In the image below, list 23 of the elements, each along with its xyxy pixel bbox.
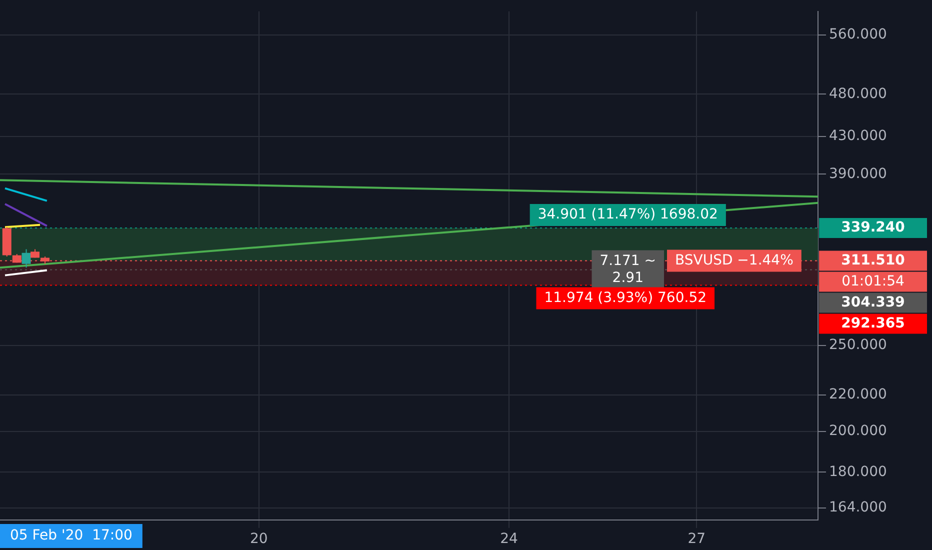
x-tick-label: 27 — [688, 531, 706, 548]
annotation: 11.974 (3.93%) 760.52 — [544, 290, 707, 306]
y-tick-label: 200.000 — [829, 423, 887, 440]
annotation: 34.901 (11.47%) 1698.02 — [538, 206, 718, 223]
annotation: 7.171 ~ 2.91 — [600, 252, 656, 286]
ref-line-label: 339.240 — [841, 220, 906, 236]
y-tick-label: 480.000 — [829, 86, 887, 102]
text: 05 Feb '20 17:00 — [10, 528, 132, 544]
y-tick-label: 390.000 — [829, 166, 887, 182]
y-tick-label: 220.000 — [829, 386, 887, 402]
x-tick-label: 20 — [250, 531, 268, 548]
ref-line-label: 304.339 — [841, 294, 905, 310]
x-tick-label: 24 — [500, 531, 518, 548]
ref-line-label: 311.510 — [841, 252, 906, 268]
ref-line-label: 292.365 — [841, 315, 905, 332]
y-tick-label: 250.000 — [829, 337, 887, 354]
text: 01:01:54 — [842, 273, 905, 290]
y-tick-label: 180.000 — [829, 464, 887, 480]
y-tick-label: 560.000 — [829, 26, 887, 42]
y-tick-label: 164.000 — [829, 500, 887, 516]
candlestick — [22, 248, 31, 268]
y-tick-label: 430.000 — [829, 128, 887, 144]
annotation: BSVUSD −1.44% — [674, 252, 794, 268]
